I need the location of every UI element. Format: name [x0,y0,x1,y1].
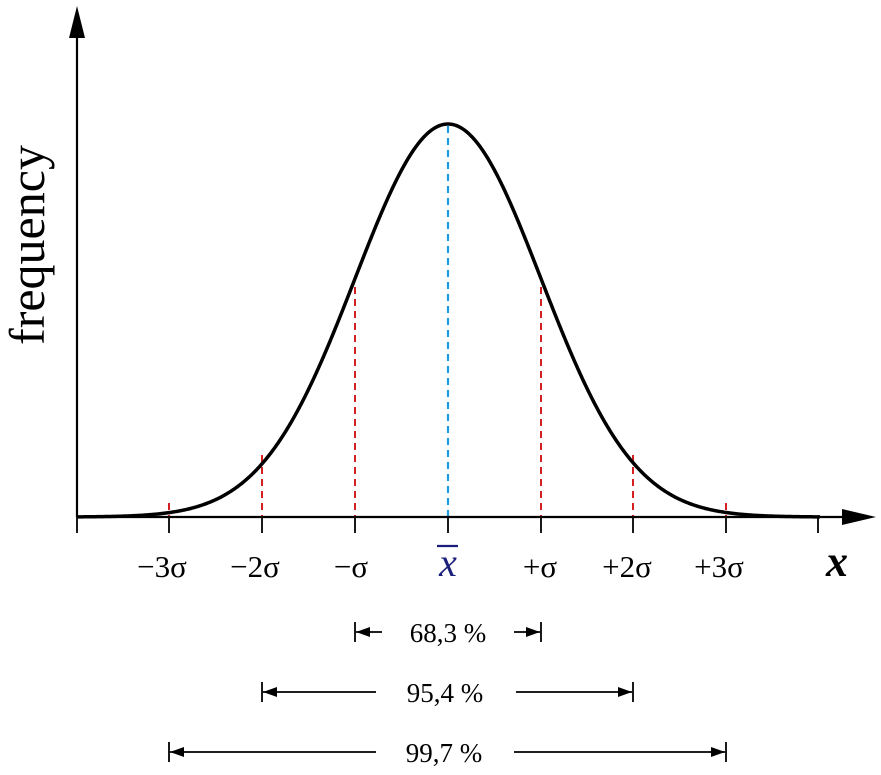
x-axis-ticks [76,517,819,533]
range-95: 95,4 % [261,678,634,708]
range-99: 99,7 % [168,738,727,768]
tick-label-minus-3-sigma: −3σ [137,549,187,584]
y-axis-arrow-icon [69,6,85,38]
arrow-left-icon [263,687,277,697]
range-99-label: 99,7 % [406,738,483,768]
arrow-right-icon [526,627,540,637]
tick-label-minus-sigma: −σ [334,549,368,584]
range-68: 68,3 % [354,618,542,648]
bell-curve [77,122,821,519]
tick-label-plus-2-sigma: +2σ [602,549,652,584]
arrow-right-icon [618,687,632,697]
sigma-marker-lines [168,287,727,517]
tick-label-minus-2-sigma: −2σ [230,549,280,584]
x-axis [77,509,876,525]
y-axis [69,6,85,517]
mean-label: x [437,540,458,585]
arrow-right-icon [711,747,725,757]
range-68-label: 68,3 % [410,618,487,648]
x-axis-label: x [825,537,848,586]
y-axis-label: frequency [0,145,55,345]
tick-label-plus-3-sigma: +3σ [694,549,744,584]
arrow-left-icon [170,747,184,757]
x-axis-arrow-icon [842,509,876,525]
tick-label-plus-sigma: +σ [523,549,557,584]
mean-label-text: x [438,540,457,585]
arrow-left-icon [356,627,370,637]
range-95-label: 95,4 % [407,678,484,708]
